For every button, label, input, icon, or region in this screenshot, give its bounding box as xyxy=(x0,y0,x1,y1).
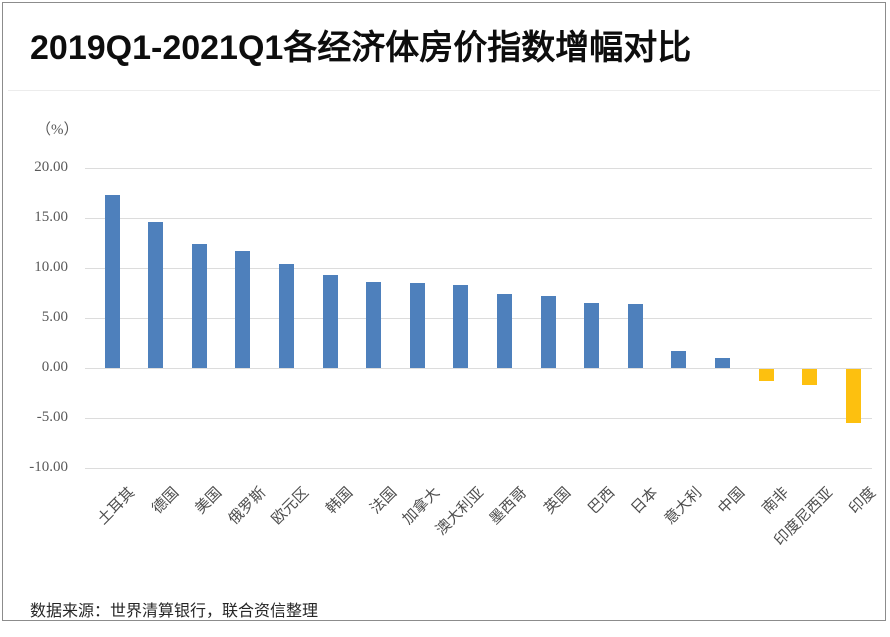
chart-title: 2019Q1-2021Q1各经济体房价指数增幅对比 xyxy=(30,29,692,67)
y-axis-tick-label: 20.00 xyxy=(34,159,68,175)
bar-17 xyxy=(802,369,818,385)
bar-16 xyxy=(758,369,774,381)
bar-6 xyxy=(322,275,338,368)
gridline xyxy=(85,218,872,219)
bar-10 xyxy=(496,294,512,368)
bar-9 xyxy=(453,285,469,368)
bar-8 xyxy=(409,283,425,368)
y-axis-tick-label: 10.00 xyxy=(34,259,68,275)
bar-13 xyxy=(627,304,643,368)
bar-7 xyxy=(366,282,382,368)
y-axis-tick-label: 0.00 xyxy=(41,359,68,375)
gridline xyxy=(85,168,872,169)
bar-5 xyxy=(278,264,294,368)
y-axis-tick-label: 15.00 xyxy=(34,209,68,225)
gridline xyxy=(85,468,872,469)
y-axis-tick-label: -5.00 xyxy=(36,409,68,425)
bar-4 xyxy=(235,251,251,368)
y-axis-unit-label: （%） xyxy=(36,122,79,138)
bar-14 xyxy=(671,351,687,368)
gridline xyxy=(85,368,872,369)
gridline xyxy=(85,318,872,319)
bar-15 xyxy=(714,358,730,368)
bar-3 xyxy=(191,244,207,368)
title-separator-line xyxy=(8,90,880,91)
y-axis-tick-label: -10.00 xyxy=(29,459,68,475)
bar-12 xyxy=(584,303,600,368)
bar-2 xyxy=(148,222,164,368)
bar-1 xyxy=(104,195,120,368)
bar-11 xyxy=(540,296,556,368)
data-source-note: 数据来源：世界清算银行，联合资信整理 xyxy=(30,603,319,620)
bar-18 xyxy=(845,369,861,423)
gridline xyxy=(85,268,872,269)
gridline xyxy=(85,418,872,419)
y-axis-tick-label: 5.00 xyxy=(41,309,68,325)
